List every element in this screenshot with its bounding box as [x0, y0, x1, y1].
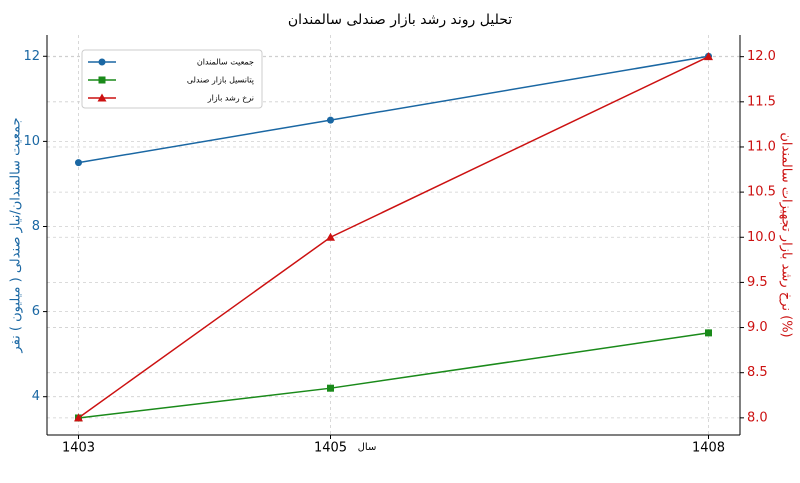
marker [705, 329, 712, 337]
x-tick-label: 1408 [692, 441, 725, 456]
y-axis-label: جمعیت سالمندان/نیاز صندلی ( میلیون ) نفر [9, 117, 24, 353]
y2-tick-label: 10.5 [747, 185, 776, 200]
legend-label: نرخ رشد بازار [207, 94, 254, 103]
y2-tick-label: 11.0 [747, 139, 776, 154]
legend-label: جمعیت سالمندان [197, 58, 254, 67]
y-tick-label: 10 [23, 134, 40, 149]
marker [74, 413, 83, 422]
y-tick-label: 12 [23, 49, 40, 64]
y2-tick-label: 9.5 [747, 275, 768, 290]
y-tick-label: 8 [32, 219, 40, 234]
x-tick-label: 1403 [62, 441, 95, 456]
x-axis-label: سال [358, 442, 377, 453]
legend-marker [97, 93, 107, 102]
legend-marker [98, 76, 106, 84]
marker [326, 232, 335, 241]
y-tick-label: 4 [32, 389, 40, 404]
y2-tick-label: 9.0 [747, 320, 768, 335]
marker [75, 159, 82, 167]
marker [704, 52, 713, 61]
legend-box [81, 49, 263, 109]
y2-tick-label: 12.0 [747, 49, 776, 64]
y2-tick-label: 8.0 [747, 410, 768, 425]
legend: جمعیت سالمندان پتانسیل بازار صندلی نرخ رشد… [81, 49, 263, 109]
marker [327, 116, 334, 124]
legend-label: پتانسیل بازار صندلی [187, 76, 254, 85]
x-tick-label: 1405 [314, 441, 347, 456]
y2-tick-label: 10.0 [747, 230, 776, 245]
y-tick-label: 6 [32, 304, 40, 319]
chart-title: تحلیل روند رشد بازار صندلی سالمندان [288, 12, 512, 28]
marker [327, 384, 334, 392]
series-line [78, 332, 709, 419]
legend-marker [98, 58, 106, 66]
y2-axis-label: نرخ رشد بازار تجهیزات سالمندان (%) [779, 132, 794, 337]
y2-tick-label: 8.5 [747, 365, 768, 380]
y2-tick-label: 11.5 [747, 94, 776, 109]
